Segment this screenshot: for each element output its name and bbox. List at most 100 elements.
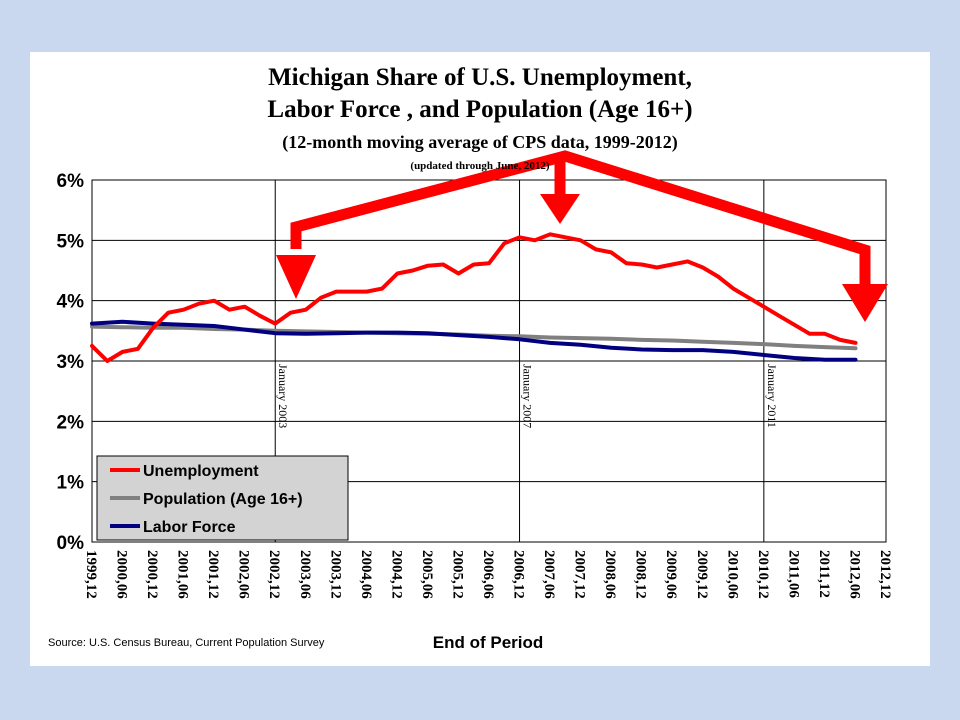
- x-tick-label: 1999,12: [83, 550, 99, 599]
- data-point: [777, 314, 781, 318]
- data-point: [350, 290, 354, 294]
- x-tick-label: 2000,06: [114, 550, 130, 599]
- data-point: [731, 350, 735, 354]
- data-point: [365, 290, 369, 294]
- data-point: [701, 348, 705, 352]
- x-tick-label: 2003,12: [327, 550, 343, 599]
- arrow-head-middle: [540, 194, 580, 224]
- data-point: [670, 338, 674, 342]
- y-tick-label: 4%: [57, 292, 85, 313]
- data-point: [472, 262, 476, 266]
- reference-lines: January 2003 January 2007 January 2011: [274, 180, 779, 542]
- x-tick-label: 2011,06: [785, 550, 801, 598]
- data-point: [243, 305, 247, 309]
- data-point: [304, 308, 308, 312]
- reference-line-label: January 2011: [765, 364, 779, 428]
- x-tick-label: 2010,12: [755, 550, 771, 599]
- data-point: [258, 314, 262, 318]
- chart-subtitle: (12-month moving average of CPS data, 19…: [282, 132, 678, 152]
- y-tick-label: 1%: [57, 473, 85, 494]
- data-point: [609, 346, 613, 350]
- data-point: [121, 320, 125, 324]
- data-point: [609, 337, 613, 341]
- chart-update-note: (updated through June, 2012): [410, 160, 550, 172]
- data-point: [548, 335, 552, 339]
- x-tick-label: 2008,12: [633, 550, 649, 599]
- data-point: [289, 311, 292, 315]
- legend: Unemployment Population (Age 16+) Labor Fo…: [96, 455, 349, 541]
- x-tick-label: 2010,06: [724, 550, 740, 599]
- x-tick-label: 2006,12: [511, 550, 527, 599]
- data-point: [197, 302, 201, 306]
- data-point: [487, 261, 491, 265]
- x-tick-label: 2009,12: [694, 550, 710, 599]
- data-point: [701, 265, 705, 269]
- x-tick-label: 2002,12: [266, 550, 282, 599]
- data-point: [518, 337, 522, 341]
- data-point: [273, 331, 277, 335]
- data-point: [823, 332, 827, 336]
- data-point: [548, 341, 552, 345]
- series-line-labor-force: [90, 319, 858, 362]
- data-point: [853, 346, 857, 350]
- data-point: [579, 336, 583, 340]
- x-tick-label: 2005,06: [419, 550, 435, 599]
- data-point: [762, 342, 766, 346]
- data-point: [441, 262, 445, 266]
- data-point: [716, 275, 720, 279]
- reference-line-label: January 2007: [521, 364, 535, 428]
- annotation-arrows: [276, 150, 888, 322]
- data-point: [670, 262, 674, 266]
- data-point: [670, 348, 674, 352]
- data-point: [212, 324, 216, 328]
- data-point: [212, 299, 216, 303]
- x-tick-label: 2009,06: [663, 550, 679, 599]
- data-point: [792, 344, 796, 348]
- x-axis-ticks: 1999,12 2000,06 2000,12 2001,06 2001,12 2002,…: [83, 550, 893, 599]
- x-tick-label: 2005,12: [449, 550, 465, 599]
- x-axis-title: End of Period: [433, 633, 544, 652]
- data-point: [640, 262, 644, 266]
- data-point: [380, 287, 384, 291]
- data-point: [304, 332, 308, 336]
- data-point: [747, 296, 751, 300]
- x-tick-label: 2000,12: [144, 550, 160, 599]
- data-point: [426, 264, 430, 268]
- x-tick-label: 2012,06: [846, 550, 862, 599]
- data-point: [411, 269, 415, 272]
- data-point: [686, 259, 689, 263]
- data-point: [579, 238, 583, 242]
- x-tick-label: 2003,06: [297, 550, 313, 599]
- data-point: [808, 332, 812, 336]
- reference-line-label: January 2003: [276, 364, 290, 428]
- data-point: [182, 308, 186, 312]
- data-point: [90, 325, 94, 329]
- data-point: [548, 232, 552, 236]
- data-point: [701, 340, 705, 344]
- x-tick-label: 2007,12: [572, 550, 588, 599]
- y-tick-label: 6%: [57, 171, 85, 192]
- data-point: [853, 341, 857, 345]
- data-point: [182, 326, 186, 330]
- data-point: [365, 331, 369, 335]
- data-point: [166, 311, 170, 315]
- chart-title-line-1: Michigan Share of U.S. Unemployment,: [268, 64, 692, 91]
- data-point: [762, 305, 766, 309]
- x-tick-label: 2012,12: [877, 550, 893, 599]
- legend-label: Labor Force: [143, 519, 236, 536]
- x-tick-label: 2001,12: [205, 550, 221, 599]
- data-point: [105, 359, 109, 363]
- y-tick-label: 3%: [57, 352, 85, 373]
- data-point: [121, 350, 125, 354]
- data-point: [502, 241, 506, 245]
- chart-canvas: 0%1%2%3%4%5%6% January 2003 January 2007 J…: [48, 150, 893, 652]
- data-point: [823, 358, 827, 362]
- chart-slide: 0% 1% 2% 3% 4% 5% 6% January 2003 January 2007 J…: [30, 52, 930, 666]
- data-point: [456, 272, 460, 276]
- data-point: [227, 308, 231, 312]
- arrow-head-left: [276, 255, 316, 299]
- data-point: [563, 235, 567, 239]
- data-point: [731, 341, 735, 345]
- data-point: [823, 345, 827, 349]
- data-point: [90, 322, 94, 326]
